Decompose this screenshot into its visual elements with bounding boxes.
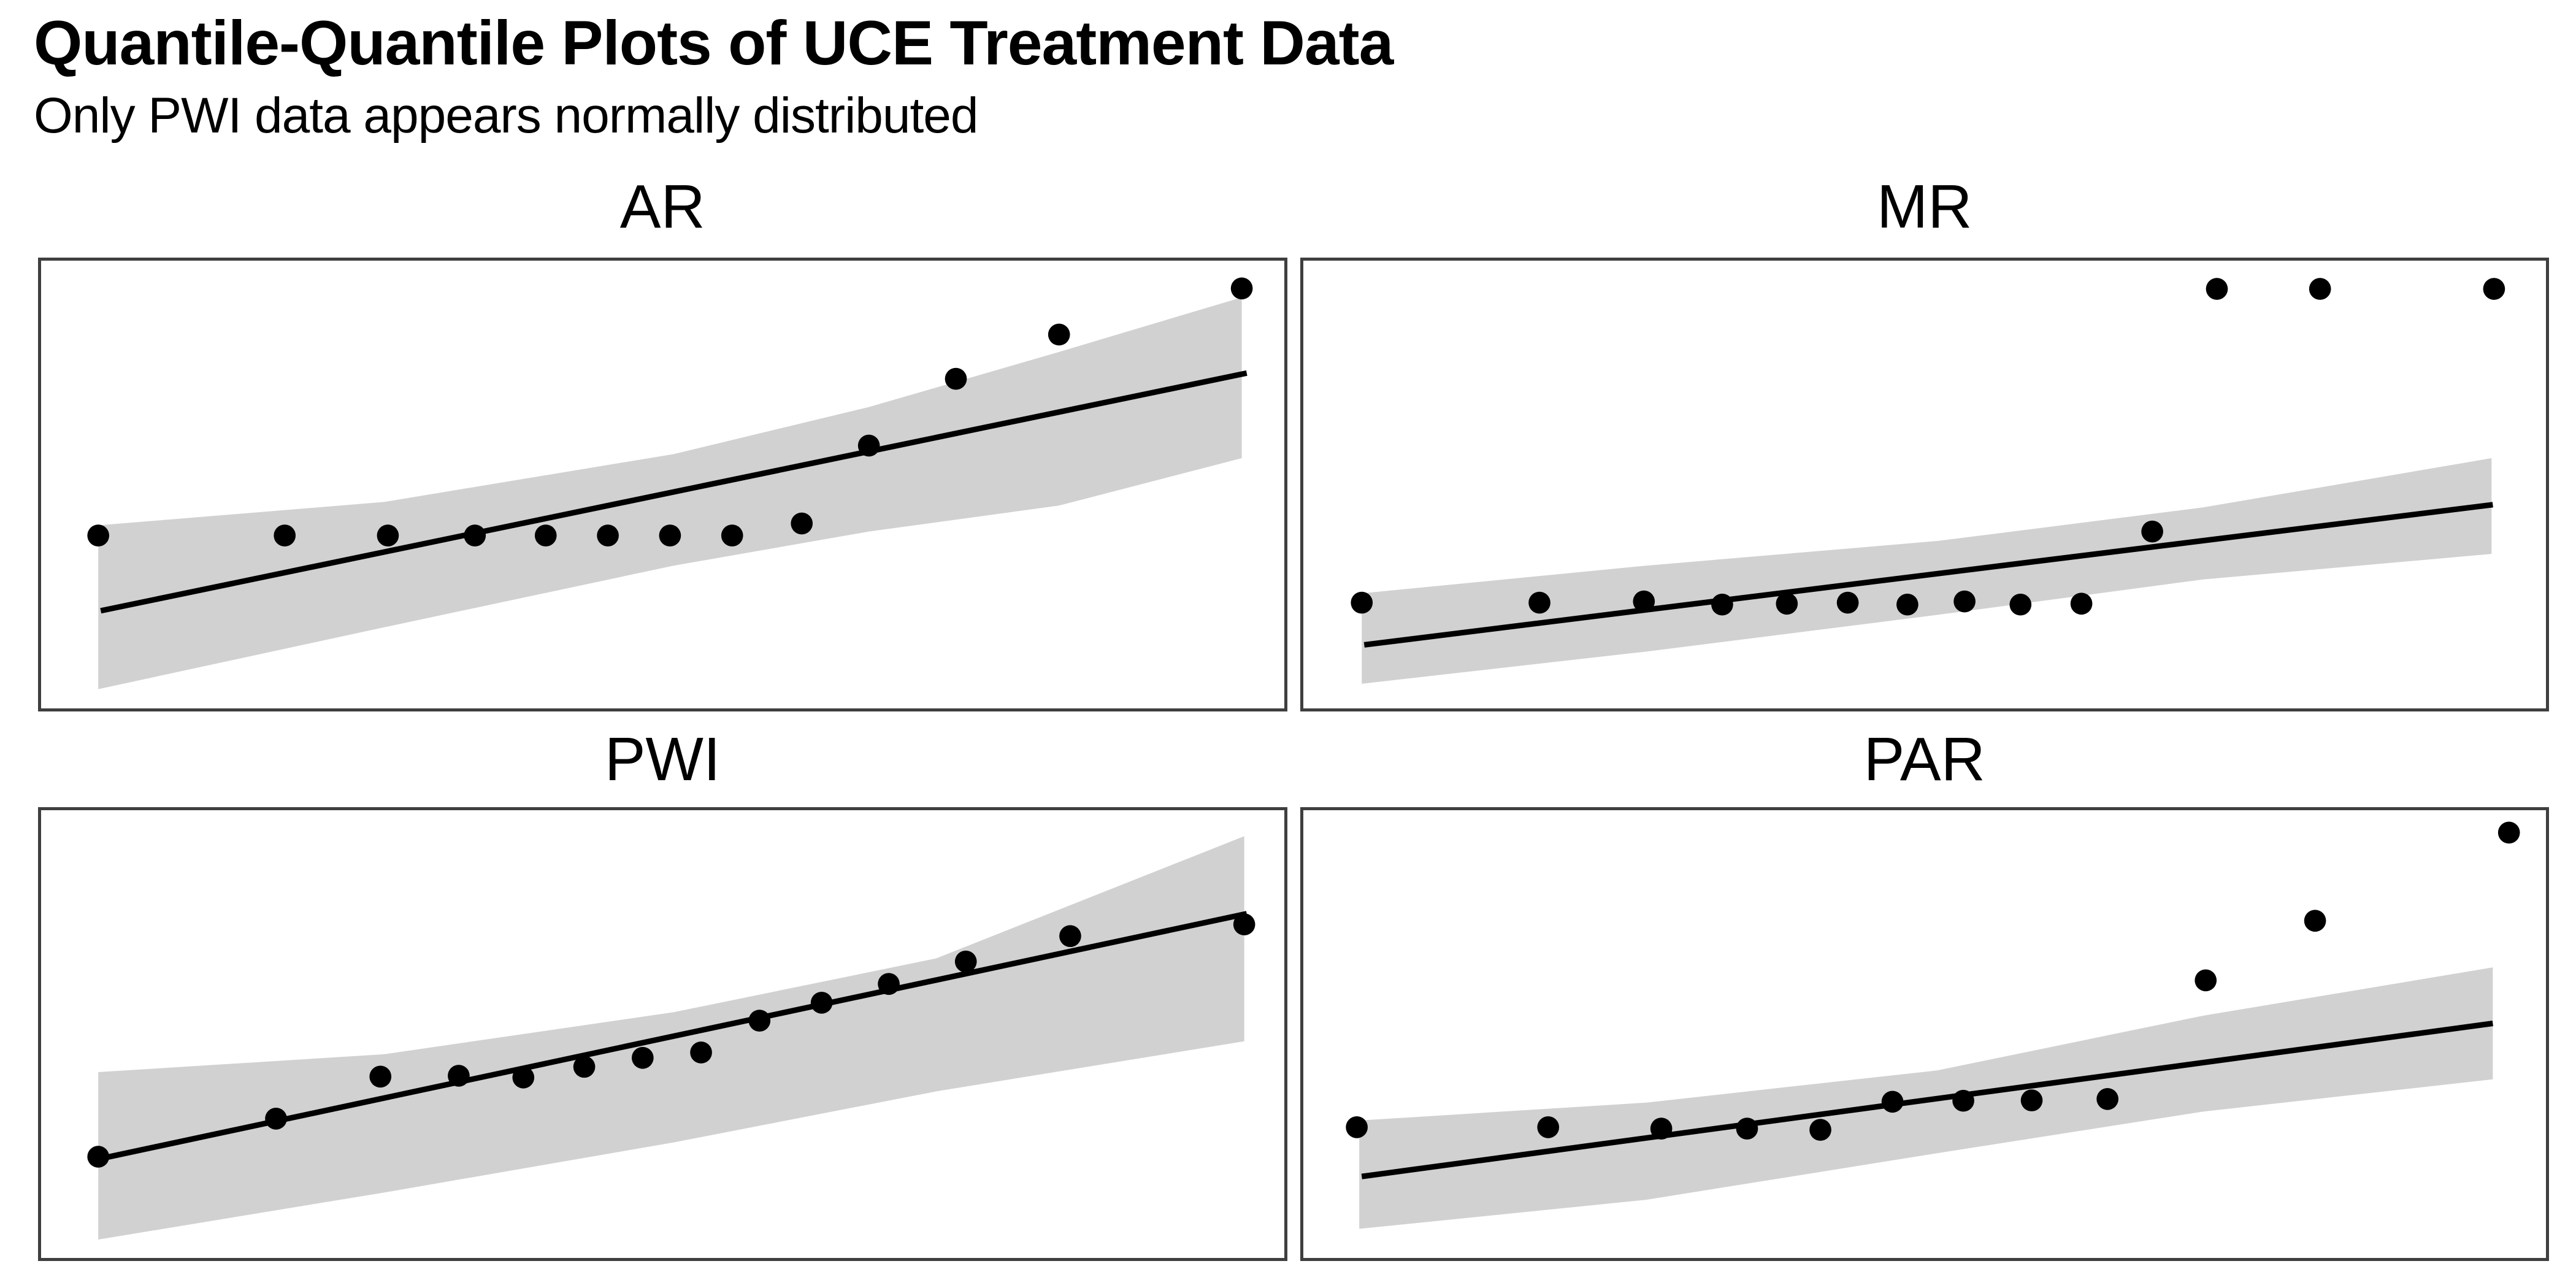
qq-reference-line	[1363, 502, 2493, 648]
data-point	[1632, 590, 1655, 613]
data-point	[512, 1066, 535, 1089]
figure-title: Quantile-Quantile Plots of UCE Treatment…	[34, 8, 1393, 78]
data-point	[1528, 591, 1551, 614]
figure-subtitle: Only PWI data appears normally distribut…	[34, 88, 979, 144]
data-point	[448, 1065, 470, 1087]
data-point	[2206, 278, 2228, 300]
facet-label-ar: AR	[619, 172, 705, 241]
data-point	[573, 1056, 596, 1078]
data-point	[2483, 278, 2505, 300]
data-point	[2096, 1088, 2118, 1110]
data-point	[810, 992, 833, 1014]
facet-label-pwi: PWI	[604, 724, 721, 794]
data-point	[1953, 590, 1976, 613]
data-point	[2009, 593, 2031, 616]
data-point	[1809, 1119, 1831, 1141]
qq-reference-line	[100, 911, 1248, 1162]
data-point	[265, 1108, 287, 1130]
data-point	[369, 1065, 392, 1088]
data-point	[2497, 821, 2520, 844]
data-point	[1896, 593, 1919, 616]
data-point	[791, 512, 813, 535]
par-panel	[1300, 807, 2549, 1261]
ar-panel	[38, 258, 1287, 711]
data-point	[945, 367, 967, 390]
facet-label-mr: MR	[1876, 172, 1972, 241]
pwi-panel	[38, 807, 1287, 1261]
data-point	[87, 524, 110, 546]
data-point	[1536, 1116, 1559, 1138]
data-point	[954, 950, 977, 973]
data-point	[377, 524, 399, 546]
qq-plot-pwi	[87, 836, 1255, 1240]
qq-reference-line	[100, 370, 1248, 614]
data-point	[1350, 591, 1373, 614]
data-point	[857, 434, 880, 457]
qq-plot-mr	[1350, 278, 2505, 684]
data-point	[1230, 277, 1253, 300]
data-point	[878, 973, 900, 995]
data-point	[631, 1046, 654, 1069]
data-point	[721, 524, 743, 546]
data-point	[690, 1041, 712, 1064]
data-point	[748, 1010, 771, 1032]
data-point	[2070, 592, 2092, 615]
data-point	[2141, 520, 2163, 543]
data-point	[1233, 913, 1255, 935]
data-point	[2020, 1089, 2042, 1111]
data-point	[2304, 910, 2326, 932]
data-point	[1711, 593, 1733, 616]
data-point	[464, 524, 486, 546]
qq-plot-ar	[87, 277, 1253, 689]
facet-label-par: PAR	[1863, 724, 1985, 794]
data-point	[1775, 592, 1798, 615]
data-point	[87, 1146, 110, 1168]
mr-panel	[1300, 258, 2549, 711]
data-point	[1059, 925, 1081, 948]
data-point	[1836, 591, 1858, 614]
data-point	[2194, 969, 2217, 992]
data-point	[1650, 1117, 1672, 1140]
data-point	[1736, 1117, 1758, 1140]
facet-grid: AR MR PWI PAR	[38, 156, 2549, 1261]
data-point	[534, 524, 557, 546]
data-point	[1048, 323, 1070, 346]
data-point	[1345, 1116, 1368, 1138]
qq-plot-par	[1345, 821, 2520, 1229]
data-point	[274, 524, 296, 546]
data-point	[1952, 1089, 1974, 1112]
confidence-band	[1361, 458, 2491, 684]
data-point	[1881, 1091, 1903, 1113]
data-point	[659, 524, 681, 546]
data-point	[597, 524, 619, 546]
qq-reference-line	[1361, 1021, 2493, 1179]
data-point	[2309, 278, 2331, 300]
